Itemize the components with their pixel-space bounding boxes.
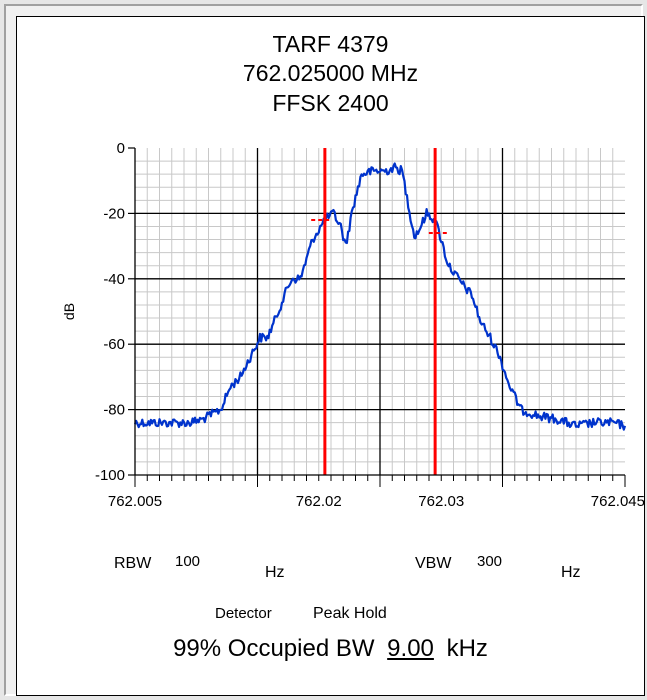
occupied-bw-value: 9.00 [387,635,434,662]
y-tick-label: -20 [103,205,125,222]
tick-labels: 0 -20 -40 -60 -80 -100 762.005 762.02 762.03 762.… [95,140,645,510]
occupied-bw-label: 99% Occupied BW [173,635,375,662]
detector-label: Detector [215,605,272,622]
series-line-0 [133,162,627,431]
x-tick-label: 762.02 [296,493,342,510]
chart-title-line-3: FFSK 2400 [272,90,389,116]
spectrum-chart: 0 -20 -40 -60 -80 -100 762.005 762.02 762.03 762.… [61,140,645,510]
vbw-value[interactable]: 300 [477,553,503,570]
y-tick-label: -60 [103,336,125,353]
rbw-unit: Hz [265,564,285,581]
axes-layer [128,147,626,487]
chart-title-line-1: TARF 4379 [272,31,389,57]
rbw-label: RBW [114,555,152,572]
occupied-bw-unit: kHz [446,635,488,662]
chart-title-line-2: 762.025000 MHz [242,60,419,86]
x-tick-label: 762.045 [591,493,645,510]
occupied-bw-line: 99% Occupied BW 9.00 kHz [17,635,644,663]
y-tick-label: -40 [103,271,125,288]
y-tick-label: -80 [103,402,125,419]
spectrum-display: TARF 4379 762.025000 MHz FFSK 2400 0 -20 -… [16,16,645,696]
vbw-unit: Hz [561,564,581,581]
y-tick-label: -100 [95,467,125,484]
y-tick-label: 0 [117,140,125,157]
series-layer [133,162,627,431]
x-tick-label: 762.005 [108,493,162,510]
markers-layer [311,148,449,475]
vbw-label: VBW [415,555,452,572]
detector-value[interactable]: Peak Hold [313,605,387,622]
x-tick-label: 762.03 [418,493,464,510]
rbw-value[interactable]: 100 [175,553,201,570]
analyzer-panel: TARF 4379 762.025000 MHz FFSK 2400 0 -20 -… [4,4,645,696]
y-axis-label: dB [61,303,77,320]
